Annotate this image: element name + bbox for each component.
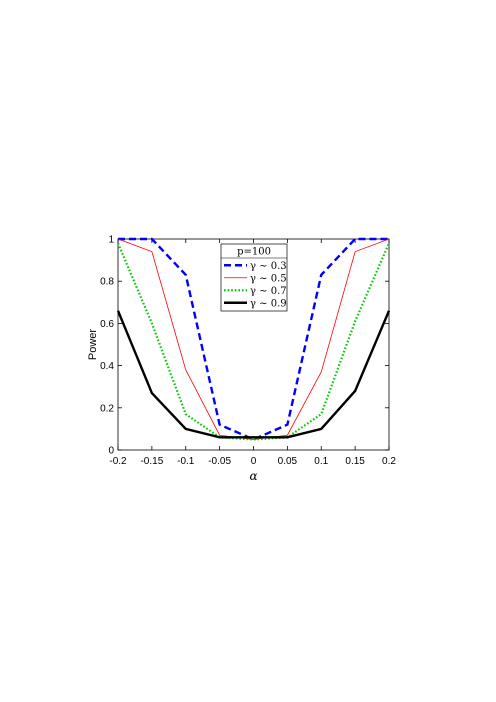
plot-area: -0.2 -0.15 -0.1 -0.05 0 0.05 0.1 0.15 0.2 0 0.2 0.4… bbox=[87, 235, 396, 484]
x-tick-label: -0.1 bbox=[177, 456, 195, 467]
y-tick-label: 0.6 bbox=[100, 319, 114, 330]
x-tick-label: -0.2 bbox=[109, 456, 127, 467]
series-line-2 bbox=[116, 242, 391, 441]
x-axis-label: α bbox=[249, 469, 257, 483]
series-line-1 bbox=[117, 238, 390, 440]
y-tick-label: 0 bbox=[108, 446, 114, 457]
legend-entry-3: γ ∼ 0.9 bbox=[250, 298, 287, 309]
y-tick-label: 0.4 bbox=[100, 361, 114, 372]
x-tick-label: 0 bbox=[251, 456, 257, 467]
series-line-3 bbox=[116, 310, 391, 439]
y-tick-label: 0.2 bbox=[100, 403, 114, 414]
x-tick-label: 0.2 bbox=[382, 456, 396, 467]
legend-entry-1: γ ∼ 0.5 bbox=[250, 273, 287, 284]
x-tick-label: 0.1 bbox=[314, 456, 328, 467]
legend-entry-2: γ ∼ 0.7 bbox=[250, 286, 287, 297]
legend-title: p=100 bbox=[237, 247, 271, 258]
y-tick-label: 0.8 bbox=[100, 277, 114, 288]
y-tick-label: 1 bbox=[108, 235, 114, 246]
x-tick-label: -0.15 bbox=[140, 456, 163, 467]
y-axis-label: Power bbox=[87, 329, 99, 361]
x-tick-label: -0.05 bbox=[208, 456, 231, 467]
x-tick-label: 0.05 bbox=[278, 456, 298, 467]
legend-entry-0: γ ∼ 0.3 bbox=[250, 261, 287, 272]
series-line-0 bbox=[118, 237, 389, 441]
legend: p=100 γ ∼ 0.3γ ∼ 0.5 γ ∼ 0.7γ ∼ 0.9 bbox=[220, 243, 288, 312]
x-tick-label: 0.15 bbox=[345, 456, 365, 467]
